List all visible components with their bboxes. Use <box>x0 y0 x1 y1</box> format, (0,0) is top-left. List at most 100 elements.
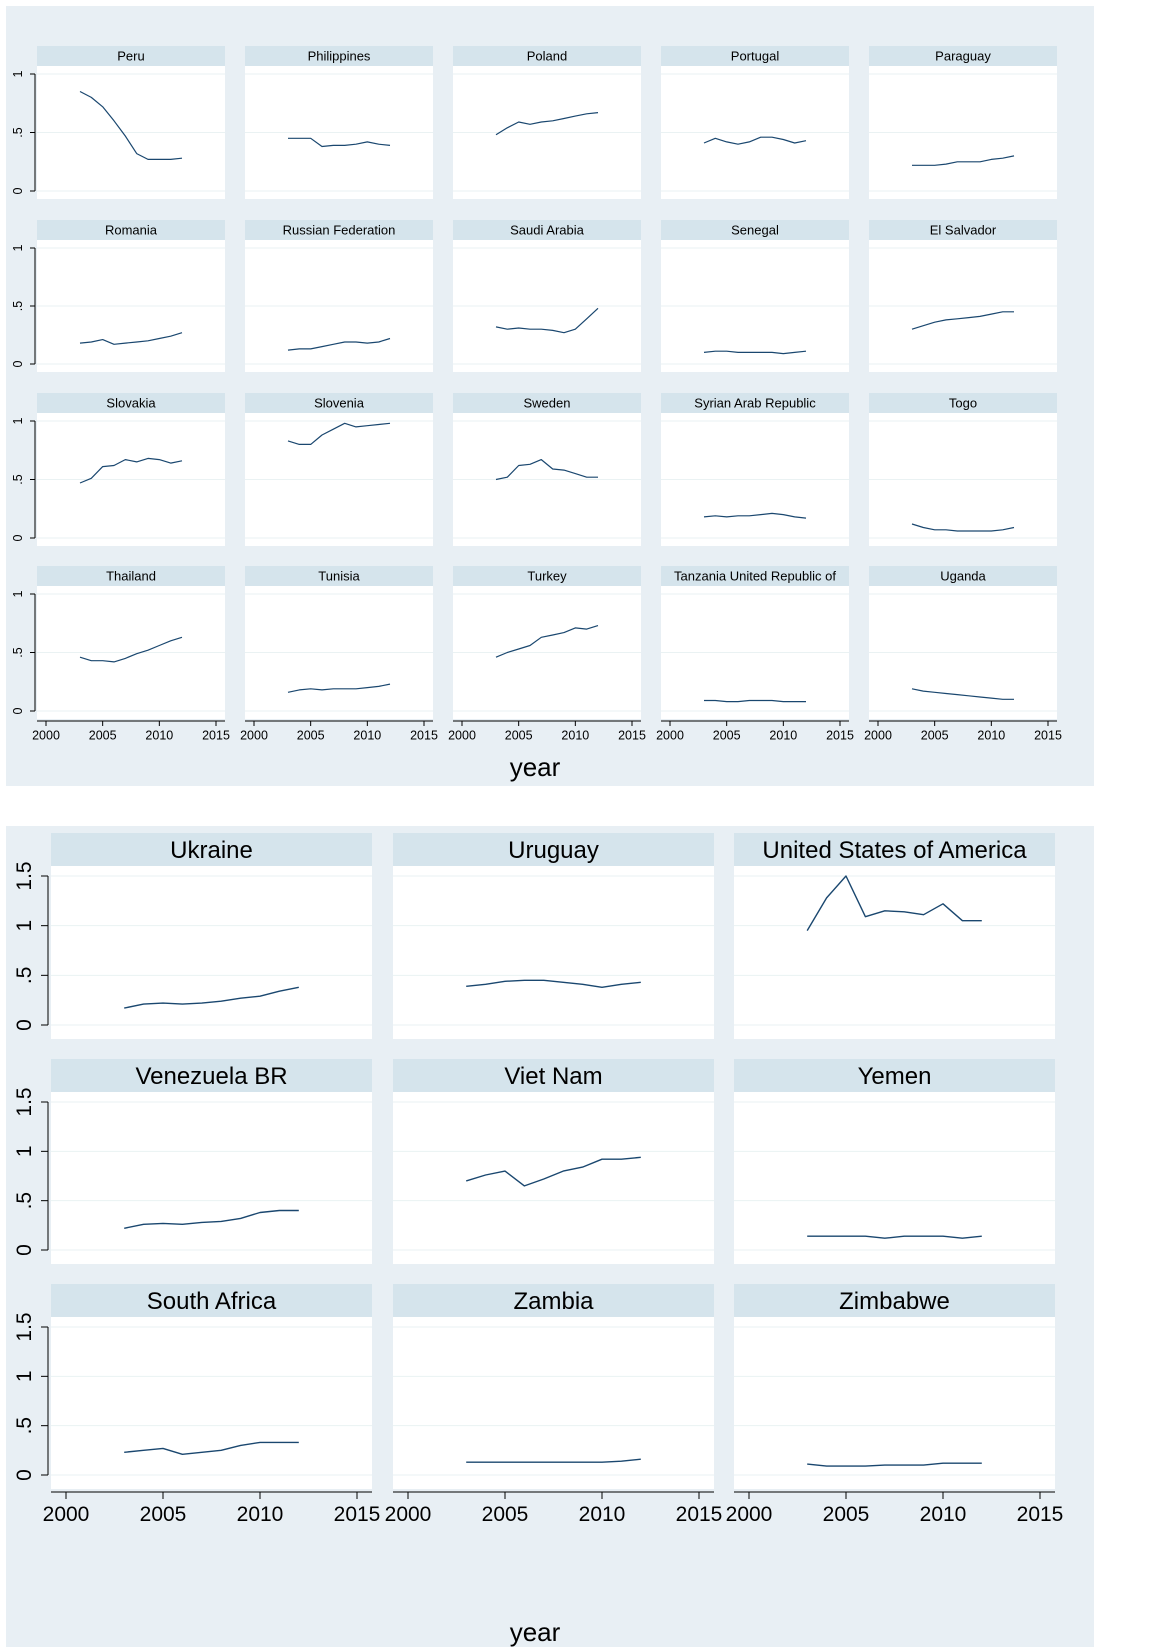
panel-strip <box>245 393 433 413</box>
x-tick-label: 2005 <box>823 1503 870 1526</box>
y-tick-label: 1.5 <box>13 1087 36 1116</box>
x-tick-label: 2000 <box>43 1503 90 1526</box>
panel-strip <box>37 566 225 586</box>
panel-uganda: Uganda 2000 2005 2010 2015 <box>864 566 1062 743</box>
series-line-tunisia <box>287 683 391 693</box>
panel-title: Syrian Arab Republic <box>694 396 816 411</box>
panel-strip <box>453 220 641 240</box>
panel-uruguay: Uruguay <box>393 833 714 1039</box>
series-line-thailand <box>79 636 183 663</box>
x-axis-title: year <box>510 1617 561 1647</box>
panel-syrian-arab-republic: Syrian Arab Republic <box>661 393 849 546</box>
panel-russian-federation: Russian Federation <box>245 220 433 372</box>
y-tick-label: 0 <box>13 1244 36 1256</box>
series-line-turkey <box>495 625 599 658</box>
panel-viet-nam: Viet Nam <box>393 1059 714 1264</box>
x-tick-label: 2005 <box>505 729 533 743</box>
plot-region <box>393 1317 714 1489</box>
y-tick-label: .5 <box>11 301 25 311</box>
panel-thailand: Thailand 0 .5 1 2000 2005 2010 2015 <box>11 566 230 743</box>
panel-title: El Salvador <box>930 223 997 238</box>
x-tick-label: 2015 <box>202 729 230 743</box>
y-tick-label: 1 <box>11 417 25 424</box>
panel-title: Saudi Arabia <box>510 223 584 238</box>
series-line-uganda <box>911 688 1014 700</box>
x-tick-label: 2005 <box>713 729 741 743</box>
series-line-togo <box>911 523 1015 532</box>
x-tick-label: 2000 <box>656 729 684 743</box>
panel-strip <box>453 46 641 66</box>
x-tick-label: 2000 <box>385 1503 432 1526</box>
series-line-viet-nam <box>465 1156 641 1187</box>
series-line-poland <box>495 112 599 136</box>
series-line-romania <box>79 332 183 345</box>
panel-venezuela-br: Venezuela BR 0 .5 1 1.5 <box>13 1059 372 1264</box>
x-tick-label: 2010 <box>237 1503 284 1526</box>
panel-turkey: Turkey 2000 2005 2010 2015 <box>448 566 646 743</box>
panel-title: Togo <box>949 396 977 411</box>
y-tick-label: .5 <box>11 127 25 137</box>
panel-strip <box>393 1059 714 1092</box>
x-tick-label: 2000 <box>240 729 268 743</box>
panel-strip <box>869 46 1057 66</box>
panel-slovenia: Slovenia <box>245 393 433 546</box>
panel-strip <box>734 1284 1055 1317</box>
y-tick-label: 1 <box>13 1145 36 1157</box>
panel-title: Russian Federation <box>283 223 396 238</box>
y-tick-label: 1 <box>11 70 25 77</box>
x-tick-label: 2010 <box>145 729 173 743</box>
x-tick-label: 2010 <box>977 729 1005 743</box>
x-tick-label: 2010 <box>769 729 797 743</box>
series-line-el-salvador <box>911 311 1014 330</box>
x-tick-label: 2005 <box>297 729 325 743</box>
plot-region <box>393 866 714 1039</box>
x-tick-label: 2005 <box>89 729 117 743</box>
x-tick-label: 2015 <box>1034 729 1062 743</box>
series-line-philippines <box>288 137 391 148</box>
panel-title: Thailand <box>106 569 156 584</box>
x-tick-label: 2015 <box>826 729 854 743</box>
panel-poland: Poland <box>453 46 641 199</box>
series-line-senegal <box>703 350 807 355</box>
x-tick-label: 2005 <box>482 1503 529 1526</box>
x-tick-label: 2015 <box>618 729 646 743</box>
panel-strip <box>661 46 849 66</box>
panel-saudi-arabia: Saudi Arabia <box>453 220 641 372</box>
panel-tanzania-united-republic-of: Tanzania United Republic of 2000 2005 2010 2… <box>656 566 854 743</box>
panel-yemen: Yemen <box>734 1059 1055 1264</box>
x-tick-label: 2010 <box>561 729 589 743</box>
y-tick-label: 0 <box>13 1019 36 1031</box>
plot-region <box>393 1092 714 1264</box>
series-line-uruguay <box>466 979 641 989</box>
panel-togo: Togo <box>869 393 1057 546</box>
chart-top-panels: Peru 0 .5 1 Philippines Poland Portugal Paragua… <box>6 6 1094 786</box>
y-tick-label: .5 <box>13 1417 36 1435</box>
series-line-sweden <box>495 459 598 481</box>
panel-title: Turkey <box>527 569 567 584</box>
series-line-peru <box>79 90 183 160</box>
panel-strip <box>393 833 714 866</box>
panel-zimbabwe: Zimbabwe 2000 2005 2010 2015 <box>726 1284 1063 1526</box>
y-tick-label: .5 <box>11 647 25 657</box>
panel-title: Slovakia <box>106 396 156 411</box>
panel-united-states-of-america: United States of America <box>734 833 1055 1039</box>
series-line-slovenia <box>287 422 391 445</box>
x-tick-label: 2015 <box>334 1503 381 1526</box>
panel-title: United States of America <box>762 837 1027 864</box>
panel-title: Peru <box>117 49 144 64</box>
series-line-slovakia <box>79 457 183 484</box>
panel-title: Senegal <box>731 223 779 238</box>
panel-strip <box>734 833 1055 866</box>
panel-title: Uruguay <box>508 837 599 864</box>
panel-sweden: Sweden <box>453 393 641 546</box>
y-tick-label: 1.5 <box>13 861 36 890</box>
panel-title: Philippines <box>308 49 371 64</box>
series-line-portugal <box>703 136 807 145</box>
panel-strip <box>661 220 849 240</box>
series-line-tanzania-united-republic-of <box>704 699 806 703</box>
series-line-yemen <box>807 1235 982 1239</box>
y-tick-label: 0 <box>11 360 25 367</box>
panel-tunisia: Tunisia 2000 2005 2010 2015 <box>240 566 438 743</box>
panel-strip <box>37 46 225 66</box>
